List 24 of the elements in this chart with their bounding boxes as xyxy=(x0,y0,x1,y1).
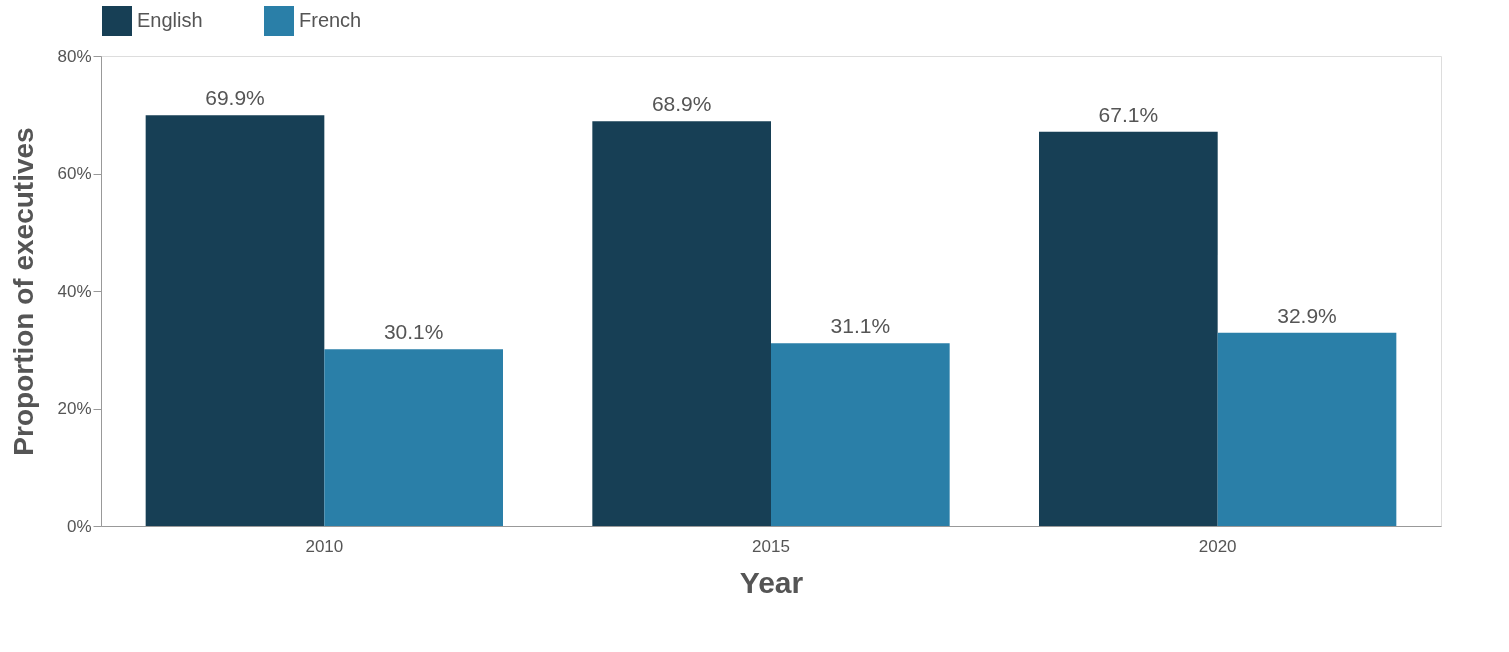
y-tick-label: 60% xyxy=(57,164,92,183)
data-label: 68.9% xyxy=(651,92,712,116)
bar xyxy=(1039,131,1218,526)
y-tick-label: 20% xyxy=(57,399,92,418)
data-label: 32.9% xyxy=(1277,303,1337,327)
x-tick-label: 2020 xyxy=(1198,536,1237,556)
bar xyxy=(771,343,950,526)
data-label: 31.1% xyxy=(830,314,891,338)
data-label: 67.1% xyxy=(1098,102,1159,126)
y-tick-label: 0% xyxy=(66,516,92,536)
legend-label: English xyxy=(137,9,203,31)
y-tick-label: 40% xyxy=(57,281,92,301)
bar xyxy=(592,121,771,526)
x-tick-label: 2010 xyxy=(305,536,344,556)
x-tick-label: 2015 xyxy=(752,536,790,556)
bar xyxy=(145,115,325,526)
y-tick-label: 80% xyxy=(57,46,92,66)
x-axis-title: Year xyxy=(739,565,804,599)
legend-label: French xyxy=(299,9,362,31)
data-label: 69.9% xyxy=(205,86,265,110)
y-axis-title: Proportion of executives xyxy=(8,127,40,456)
data-label: 30.1% xyxy=(383,320,444,344)
bar xyxy=(1217,332,1397,526)
bar xyxy=(324,349,503,526)
